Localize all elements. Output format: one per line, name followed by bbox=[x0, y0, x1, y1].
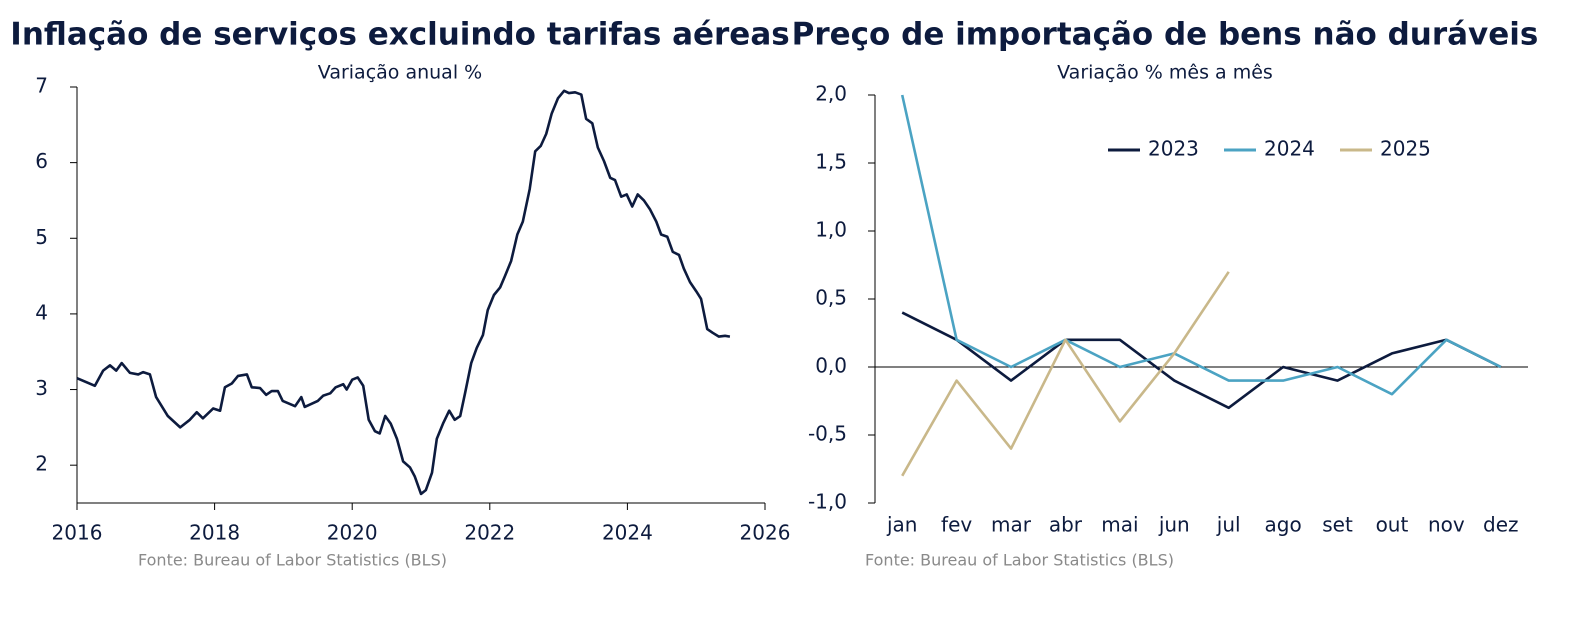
y-tick-label: 1,5 bbox=[815, 150, 847, 174]
x-tick-label: ago bbox=[1265, 513, 1302, 537]
source: Fonte: Bureau of Labor Statistics (BLS) bbox=[865, 551, 1174, 570]
x-tick-label: jan bbox=[886, 513, 918, 537]
y-tick-label: 3 bbox=[35, 376, 48, 400]
x-tick-label: jul bbox=[1216, 513, 1241, 537]
chart-subtitle: Variação % mês a mês bbox=[1057, 62, 1273, 84]
y-tick-label: 0,5 bbox=[815, 286, 847, 310]
x-tick-label: nov bbox=[1428, 513, 1465, 537]
line bbox=[900, 94, 1502, 396]
x-tick-label: 2016 bbox=[52, 521, 103, 545]
x-tick-label: mar bbox=[991, 513, 1032, 537]
y-tick-label: 2,0 bbox=[815, 82, 847, 106]
y-tick-label: 7 bbox=[35, 74, 48, 98]
line bbox=[76, 89, 731, 496]
x-tick-label: abr bbox=[1049, 513, 1083, 537]
x-tick-label: 2020 bbox=[327, 521, 378, 545]
y-tick-label: 2 bbox=[35, 452, 48, 476]
line bbox=[901, 271, 1230, 477]
legend-label: 2025 bbox=[1380, 137, 1431, 161]
y-tick-label: 5 bbox=[35, 225, 48, 249]
y-tick-label: -0,5 bbox=[808, 422, 847, 446]
x-tick-label: out bbox=[1376, 513, 1409, 537]
y-tick-label: -1,0 bbox=[808, 490, 847, 514]
chart-title: Inflação de serviços excluindo tarifas a… bbox=[10, 17, 789, 53]
y-tick-label: 4 bbox=[35, 300, 48, 324]
x-tick-label: jun bbox=[1158, 513, 1190, 537]
x-tick-label: 2018 bbox=[189, 521, 240, 545]
x-tick-label: mai bbox=[1101, 513, 1138, 537]
x-tick-label: 2024 bbox=[602, 521, 653, 545]
legend-label: 2023 bbox=[1148, 137, 1199, 161]
x-tick-label: dez bbox=[1483, 513, 1519, 537]
y-tick-label: 1,0 bbox=[815, 218, 847, 242]
y-tick-label: 0,0 bbox=[815, 354, 847, 378]
legend-label: 2024 bbox=[1264, 137, 1315, 161]
y-tick-label: 6 bbox=[35, 149, 48, 173]
x-tick-label: set bbox=[1322, 513, 1353, 537]
chart-subtitle: Variação anual % bbox=[318, 62, 482, 84]
x-tick-label: 2022 bbox=[464, 521, 515, 545]
line bbox=[901, 311, 1502, 410]
x-tick-label: fev bbox=[941, 513, 972, 537]
chart-title: Preço de importação de bens não duráveis bbox=[792, 17, 1539, 53]
x-tick-label: 2026 bbox=[740, 521, 791, 545]
source: Fonte: Bureau of Labor Statistics (BLS) bbox=[138, 551, 447, 570]
